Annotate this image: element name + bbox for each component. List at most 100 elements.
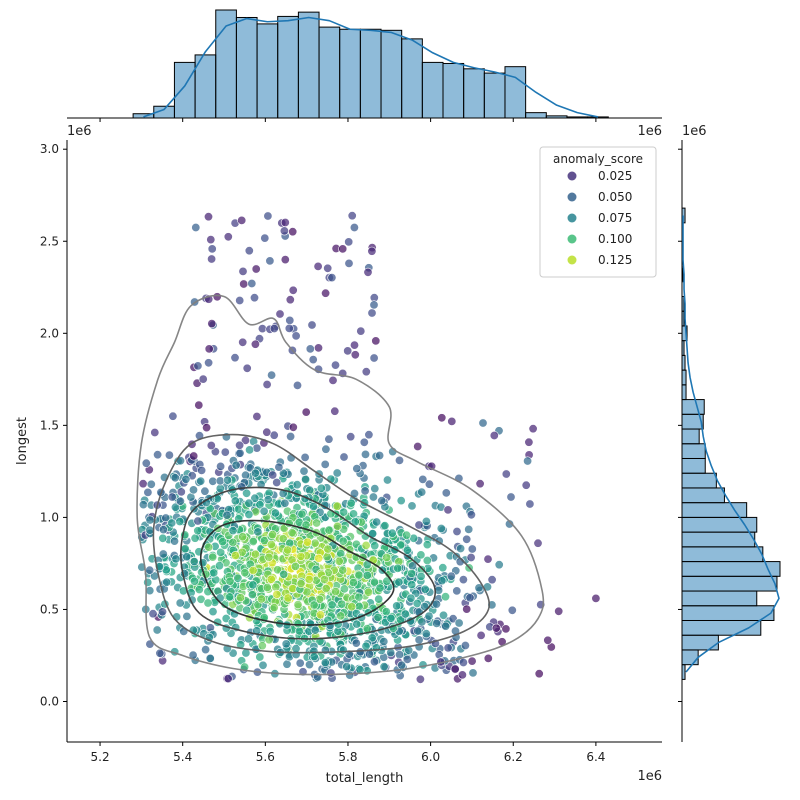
scatter-point	[262, 379, 272, 389]
scatter-point	[443, 643, 453, 653]
scatter-point	[267, 370, 277, 380]
scatter-point	[218, 537, 228, 547]
top-x-offset-label-right: 1e6	[637, 124, 662, 139]
scatter-point	[223, 232, 233, 242]
scatter-point	[272, 589, 282, 599]
scatter-point	[344, 237, 354, 247]
top-histogram-bar	[525, 112, 547, 119]
scatter-point	[394, 577, 404, 587]
scatter-point	[150, 427, 160, 437]
scatter-point	[436, 523, 446, 533]
scatter-point	[330, 360, 340, 370]
scatter-point	[344, 258, 354, 268]
scatter-point	[320, 645, 330, 655]
scatter-point	[193, 526, 203, 536]
scatter-point	[368, 492, 378, 502]
scatter-point	[328, 375, 338, 385]
scatter-point	[446, 571, 456, 581]
scatter-point	[225, 592, 235, 602]
scatter-point	[392, 601, 402, 611]
scatter-point	[380, 521, 390, 531]
scatter-point	[504, 519, 514, 529]
scatter-point	[280, 255, 290, 265]
scatter-point	[250, 339, 260, 349]
scatter-point	[162, 577, 172, 587]
scatter-point	[324, 525, 334, 535]
scatter-point	[304, 574, 314, 584]
scatter-point	[464, 524, 474, 534]
scatter-point	[338, 565, 348, 575]
scatter-point	[447, 416, 457, 426]
scatter-point	[265, 626, 275, 636]
scatter-point	[450, 664, 460, 674]
scatter-point	[346, 498, 356, 508]
scatter-point	[190, 576, 200, 586]
scatter-point	[293, 619, 303, 629]
scatter-point	[417, 487, 427, 497]
scatter-point	[407, 580, 417, 590]
scatter-point	[382, 475, 392, 485]
scatter-point	[543, 635, 553, 645]
top-histogram-bar	[173, 61, 196, 119]
scatter-point	[393, 563, 403, 573]
scatter-point	[454, 618, 464, 628]
scatter-point	[201, 645, 211, 655]
scatter-point	[402, 545, 412, 555]
scatter-point	[273, 565, 283, 575]
scatter-point	[355, 647, 365, 657]
scatter-point	[501, 624, 511, 634]
scatter-point	[533, 538, 543, 548]
scatter-point	[339, 584, 349, 594]
scatter-point	[483, 554, 493, 564]
scatter-point	[332, 521, 342, 531]
scatter-point	[375, 583, 385, 593]
scatter-point	[204, 542, 214, 552]
top-histogram-bar	[504, 66, 527, 119]
scatter-point	[338, 536, 348, 546]
scatter-point	[458, 657, 468, 667]
scatter-point	[207, 254, 217, 264]
scatter-point	[370, 484, 380, 494]
scatter-point	[206, 440, 216, 450]
right-histogram-bar	[681, 266, 684, 283]
scatter-point	[332, 501, 342, 511]
scatter-point	[231, 550, 241, 560]
scatter-point	[422, 540, 432, 550]
scatter-point	[198, 558, 208, 568]
scatter-point	[293, 600, 303, 610]
scatter-point	[361, 367, 371, 377]
scatter-point	[175, 516, 185, 526]
scatter-point	[242, 363, 252, 373]
top-histogram-bar	[277, 15, 299, 119]
scatter-point	[443, 505, 453, 515]
scatter-point	[456, 543, 466, 553]
scatter-point	[207, 244, 217, 254]
scatter-point	[348, 577, 358, 587]
scatter-point	[155, 648, 165, 658]
scatter-point	[288, 227, 298, 237]
top-histogram-bar	[297, 11, 320, 119]
scatter-point	[347, 602, 357, 612]
scatter-point	[327, 273, 337, 283]
scatter-point	[413, 626, 423, 636]
scatter-point	[369, 300, 379, 310]
scatter-point	[315, 610, 325, 620]
scatter-point	[364, 430, 374, 440]
top-kde-line	[143, 16, 599, 118]
scatter-point	[421, 629, 431, 639]
scatter-point	[141, 458, 151, 468]
top-histogram-bar	[318, 26, 341, 119]
scatter-point	[270, 508, 280, 518]
scatter-point	[290, 561, 300, 571]
scatter-point	[252, 443, 262, 453]
legend-marker	[567, 171, 577, 181]
scatter-point	[316, 483, 326, 493]
scatter-point	[397, 660, 407, 670]
scatter-point	[415, 674, 425, 684]
right-histogram-bar	[681, 649, 699, 666]
legend-marker	[567, 192, 577, 202]
scatter-point	[279, 226, 289, 236]
scatter-point	[441, 488, 451, 498]
scatter-point	[152, 625, 162, 635]
scatter-point	[437, 576, 447, 586]
